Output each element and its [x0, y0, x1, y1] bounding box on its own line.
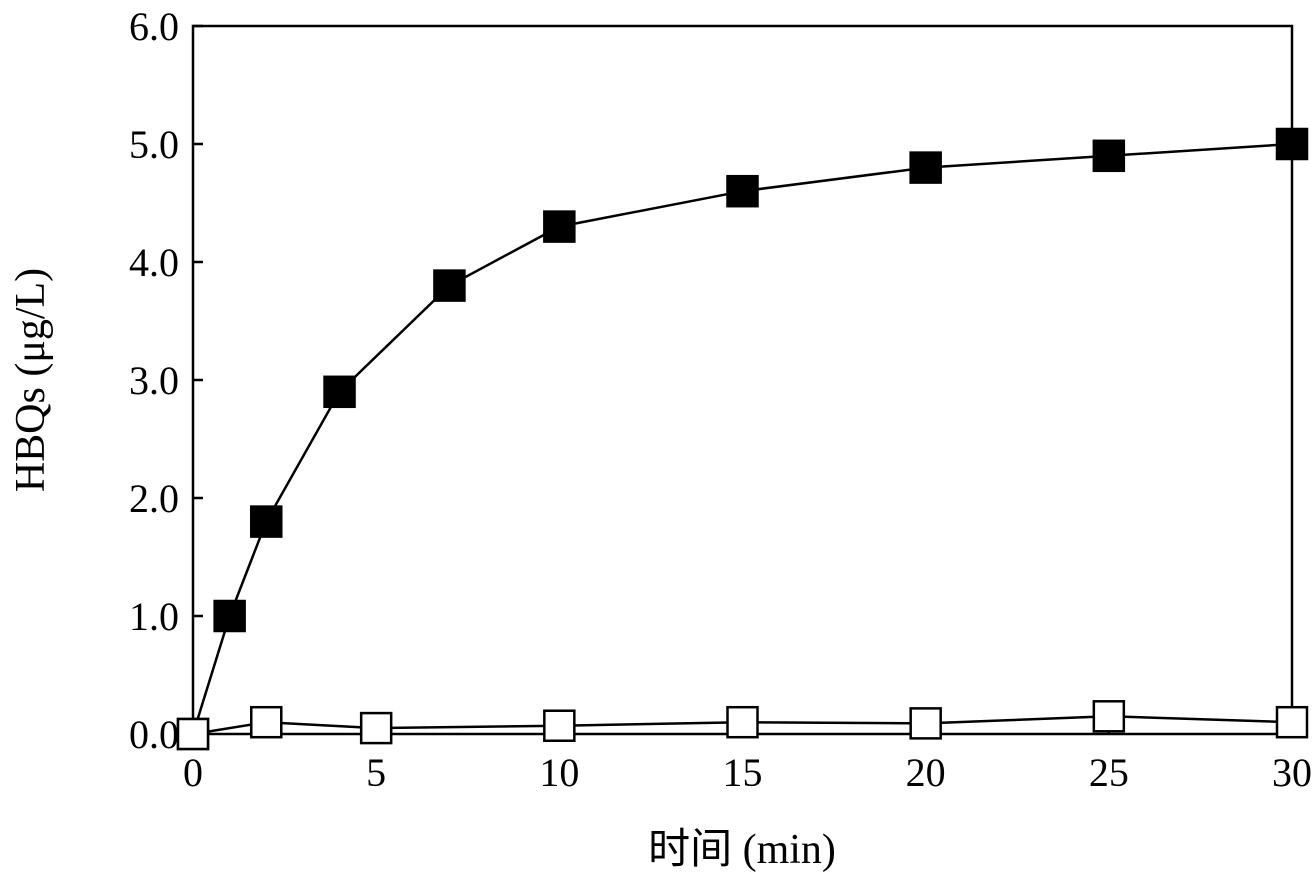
- series-2-point: [176, 717, 210, 751]
- series-1-point: [250, 505, 283, 538]
- series-2-point: [250, 705, 283, 739]
- series-1-point: [726, 174, 759, 208]
- series-1-point: [1275, 127, 1309, 161]
- series-2-point: [909, 707, 942, 740]
- series-2-point: [1092, 700, 1126, 733]
- series-layer: [176, 127, 1309, 751]
- series-2-point: [359, 711, 393, 745]
- series-1-point: [323, 375, 356, 409]
- x-tick-label: 30: [1272, 750, 1312, 795]
- series-1-point: [909, 151, 942, 184]
- y-tick-label: 4.0: [129, 240, 179, 285]
- x-tick-label: 20: [906, 750, 946, 795]
- series-2-point: [543, 709, 576, 742]
- series-1-point: [433, 269, 466, 302]
- x-tick-label: 5: [366, 750, 386, 795]
- y-axis-ticks: 0.0 1.0 2.0 3.0 4.0 5.0 6.0: [129, 4, 203, 757]
- x-tick-label: 0: [183, 750, 203, 795]
- series-2-point: [1275, 705, 1309, 739]
- x-tick-label: 15: [723, 750, 763, 795]
- y-tick-label: 2.0: [129, 476, 179, 521]
- series-1-point: [1092, 139, 1126, 173]
- y-tick-label: 5.0: [129, 122, 179, 167]
- y-tick-label: 1.0: [129, 594, 179, 639]
- y-tick-label: 0.0: [129, 712, 179, 757]
- y-tick-label: 6.0: [129, 4, 179, 49]
- y-axis-title: HBQs (μg/L): [8, 268, 54, 492]
- series-1-point: [543, 210, 576, 243]
- series-1-line: [191, 142, 1293, 735]
- plot-frame: [191, 24, 1294, 736]
- series-2-line: [192, 715, 1293, 736]
- x-tick-label: 10: [539, 750, 579, 795]
- series-1-point: [213, 599, 246, 633]
- x-axis-ticks: 0 5 10 15 20 25 30: [183, 724, 1312, 795]
- y-tick-label: 3.0: [129, 358, 179, 403]
- series-2-point: [726, 705, 759, 739]
- x-tick-label: 25: [1089, 750, 1129, 795]
- x-axis-title: 时间 (min): [648, 827, 836, 873]
